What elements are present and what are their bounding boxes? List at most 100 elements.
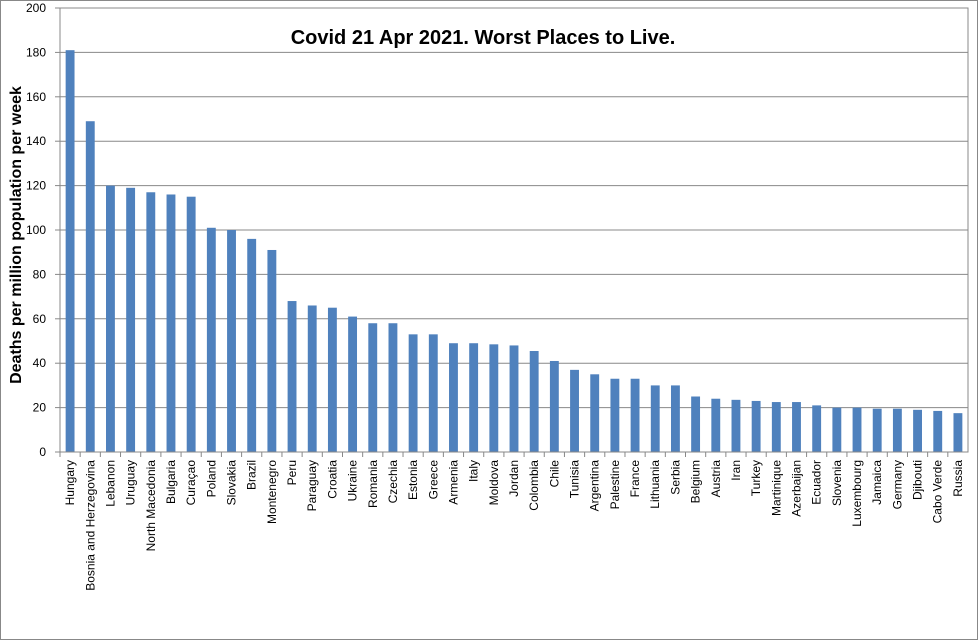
y-tick-label: 120 (26, 179, 46, 193)
bar (307, 305, 317, 452)
y-tick-label: 200 (26, 1, 46, 15)
x-tick-label: Slovenia (830, 460, 844, 506)
x-tick-label: Luxembourg (850, 460, 864, 527)
bar (65, 50, 75, 453)
bar (610, 378, 620, 452)
y-tick-label: 100 (26, 223, 46, 237)
bar (650, 385, 660, 452)
x-tick-label: Chile (547, 460, 561, 488)
x-tick-label: Serbia (668, 460, 682, 495)
x-tick-label: Curaçao (184, 460, 198, 506)
bar (368, 323, 378, 452)
bar (166, 194, 176, 453)
bar (106, 185, 115, 452)
bar (428, 334, 438, 452)
x-tick-label: Croatia (325, 460, 339, 499)
bar (408, 334, 418, 452)
bar (792, 402, 801, 452)
x-tick-label: Lebanon (103, 460, 117, 507)
bar (469, 343, 479, 452)
x-tick-label: Jamaica (870, 460, 884, 505)
x-tick-label: Turkey (749, 460, 763, 496)
chart-title: Covid 21 Apr 2021. Worst Places to Live. (291, 27, 676, 49)
bar (812, 405, 822, 452)
bar (691, 396, 701, 452)
bar (267, 249, 277, 452)
x-tick-label: Azerbaijan (789, 460, 803, 517)
bar (711, 398, 721, 452)
y-tick-label: 160 (26, 90, 46, 104)
bar (146, 192, 156, 452)
bar (388, 323, 398, 452)
y-tick-label: 140 (26, 134, 46, 148)
bar (852, 407, 862, 452)
x-tick-label: Bulgaria (164, 460, 178, 504)
y-tick-label: 180 (26, 45, 46, 59)
bar (529, 350, 539, 452)
x-tick-label: Djibouti (911, 460, 925, 500)
x-tick-label: Bosnia and Herzegovina (83, 460, 97, 591)
y-tick-label: 20 (33, 401, 47, 415)
bar (206, 227, 216, 452)
x-tick-label: Montenegro (265, 460, 279, 524)
bar (327, 307, 337, 452)
bar (913, 409, 922, 452)
x-tick-label: France (628, 460, 642, 498)
bar (348, 316, 358, 452)
bar (832, 407, 842, 452)
x-tick-label: Palestine (608, 460, 622, 510)
bar (549, 360, 559, 452)
bar (85, 121, 95, 452)
y-tick-label: 80 (33, 267, 47, 281)
x-tick-label: Germany (890, 460, 904, 509)
y-tick-label: 60 (33, 312, 47, 326)
y-tick-label: 40 (33, 356, 47, 370)
x-tick-label: Ukraine (346, 460, 360, 502)
bar (630, 378, 640, 452)
bar (287, 301, 297, 452)
x-tick-label: Brazil (245, 460, 259, 490)
bar (872, 408, 882, 452)
x-tick-label: Argentina (588, 460, 602, 512)
bar (590, 374, 600, 452)
y-tick-label: 0 (39, 445, 46, 459)
x-tick-label: Jordan (507, 460, 521, 497)
bar (570, 369, 579, 452)
bar (953, 413, 963, 452)
bar (227, 230, 236, 452)
bar (186, 196, 196, 452)
x-tick-label: Ecuador (810, 460, 824, 505)
x-tick-label: Tunisia (568, 460, 582, 499)
bar (489, 344, 499, 452)
bar (771, 402, 781, 452)
x-tick-label: Peru (285, 460, 299, 485)
x-tick-label: Hungary (63, 460, 77, 505)
x-tick-label: Russia (951, 460, 965, 497)
x-tick-label: Uruguay (124, 460, 138, 505)
bar (449, 343, 458, 452)
x-tick-label: Martinique (769, 460, 783, 516)
x-tick-label: Moldova (487, 460, 501, 506)
bar (247, 238, 257, 452)
bar (892, 408, 902, 452)
x-tick-label: Iran (729, 460, 743, 481)
x-tick-label: Cabo Verde (931, 460, 945, 524)
bar (933, 410, 943, 452)
x-tick-label: Slovakia (225, 460, 239, 506)
bar (509, 345, 519, 452)
x-tick-label: Estonia (406, 460, 420, 500)
x-tick-label: Greece (426, 460, 440, 500)
x-tick-label: Italy (467, 460, 481, 482)
x-tick-label: North Macedonia (144, 460, 158, 552)
bar (670, 385, 680, 452)
x-tick-label: Belgium (689, 460, 703, 503)
x-tick-label: Poland (204, 460, 218, 497)
bar (126, 187, 136, 452)
x-tick-label: Lithuania (648, 460, 662, 509)
bar (731, 399, 741, 452)
x-tick-label: Romania (366, 460, 380, 508)
x-tick-label: Czechia (386, 460, 400, 504)
x-tick-label: Paraguay (305, 460, 319, 511)
